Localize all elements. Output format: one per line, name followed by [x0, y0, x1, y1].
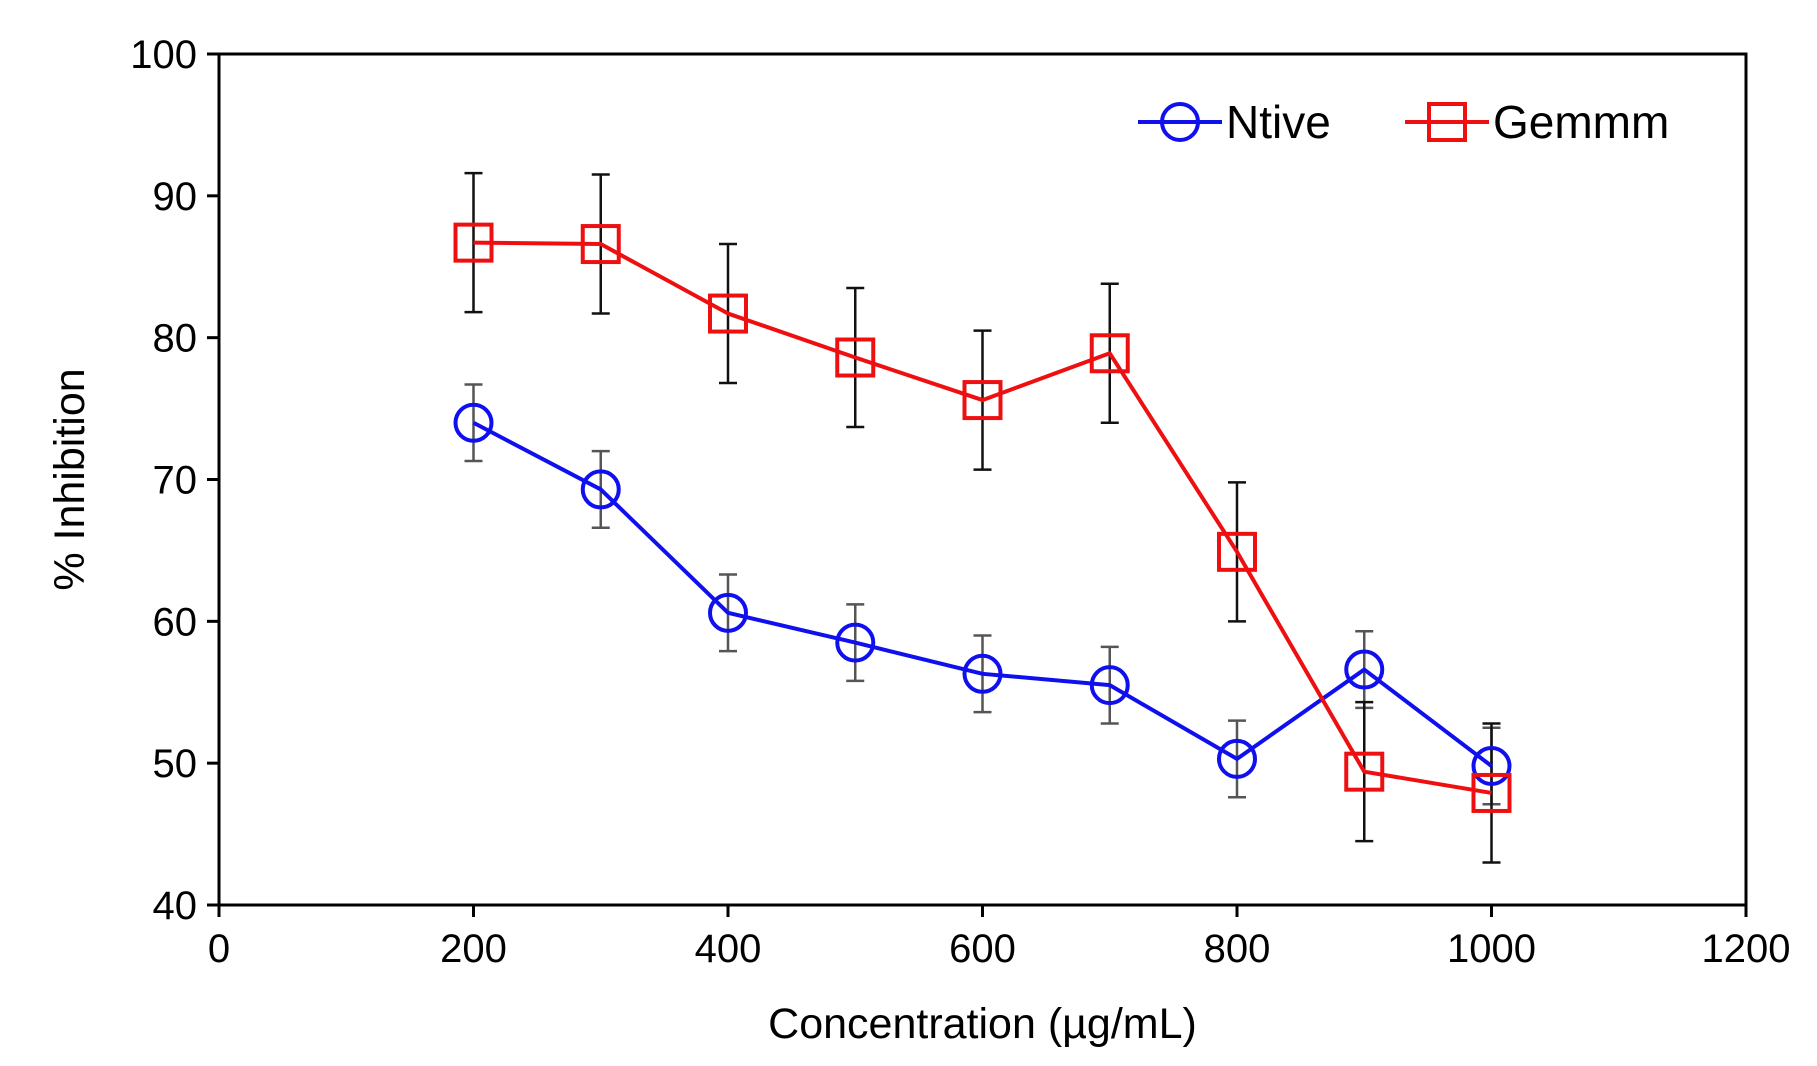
y-tick-label: 90: [153, 175, 198, 219]
x-tick-label: 0: [208, 927, 230, 971]
series-lines: [472, 240, 1493, 795]
y-axis-title: % Inhibition: [46, 368, 94, 590]
series-markers: [453, 222, 1512, 813]
data-point-gemmm: [1217, 531, 1257, 572]
legend: Ntive Gemmm: [1138, 96, 1669, 148]
series-line-gemmm: [473, 240, 1492, 795]
data-point-ntive: [962, 653, 1003, 694]
y-tick-label: 70: [153, 459, 198, 503]
data-point-ntive: [453, 402, 494, 443]
y-tick-label: 40: [153, 884, 198, 928]
x-tick-label: 600: [949, 927, 1016, 971]
x-tick-label: 1200: [1702, 927, 1791, 971]
legend-label: Gemmm: [1493, 96, 1669, 148]
data-point-ntive: [1471, 746, 1512, 787]
series-line-ntive: [472, 420, 1493, 768]
y-tick-label: 50: [153, 742, 198, 786]
data-point-gemmm: [708, 293, 748, 334]
plot-frame: [217, 52, 1748, 907]
data-point-ntive: [580, 469, 621, 510]
data-point-gemmm: [835, 337, 876, 378]
data-point-gemmm: [1471, 772, 1512, 813]
data-point-gemmm: [453, 222, 494, 263]
axes: 0 200 400 600 800 1000 1200 40 50 60 70 80 90 100: [130, 33, 1790, 971]
y-tick-label: 80: [153, 317, 198, 361]
x-tick-label: 400: [695, 927, 762, 971]
x-tick-label: 1000: [1447, 927, 1536, 971]
legend-marker: [1160, 102, 1200, 142]
data-point-ntive: [1217, 738, 1257, 779]
data-point-gemmm: [1089, 333, 1130, 374]
data-point-ntive: [1344, 649, 1385, 690]
data-point-ntive: [1089, 665, 1130, 706]
legend-marker: [1427, 102, 1467, 142]
legend-label: Ntive: [1226, 96, 1331, 148]
x-axis-title: Concentration (µg/mL): [768, 1000, 1197, 1048]
data-point-ntive: [708, 592, 748, 633]
x-tick-label: 800: [1204, 927, 1271, 971]
data-point-gemmm: [962, 380, 1003, 421]
y-tick-label: 60: [153, 600, 198, 644]
data-point-gemmm: [580, 224, 621, 265]
y-tick-label: 100: [130, 33, 197, 77]
x-tick-label: 200: [440, 927, 507, 971]
data-point-ntive: [835, 622, 876, 663]
data-point-gemmm: [1344, 751, 1385, 792]
